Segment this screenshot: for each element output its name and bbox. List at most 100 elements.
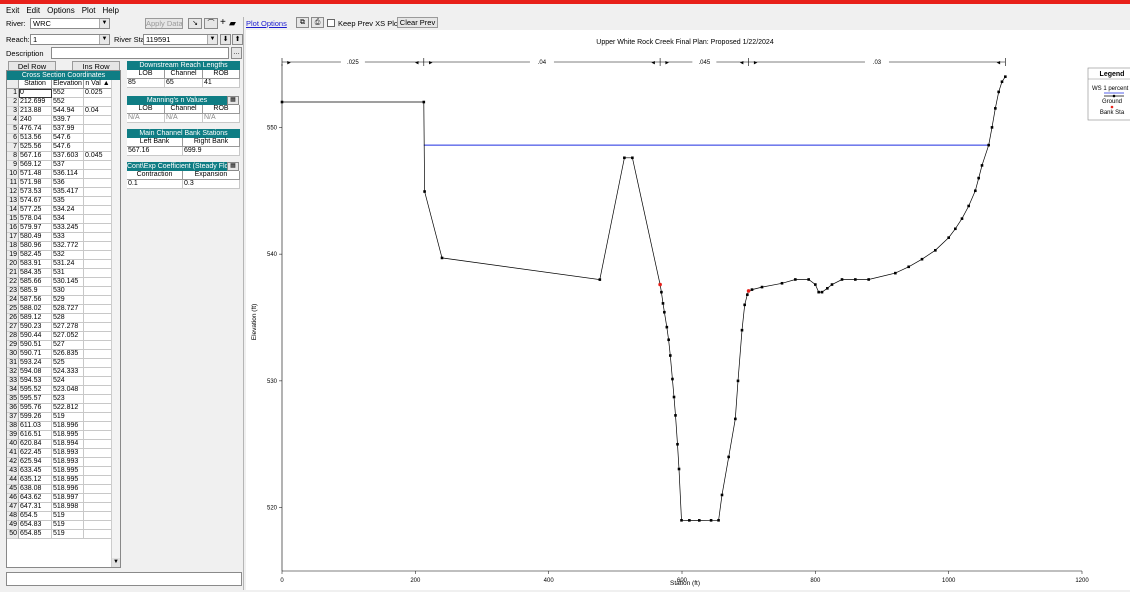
table-scrollbar[interactable]: ▼ <box>111 80 120 567</box>
elevation-cell[interactable]: 523 <box>52 395 84 404</box>
elevation-cell[interactable]: 537 <box>52 161 84 170</box>
channel-length[interactable]: 65 <box>165 79 203 88</box>
elevation-cell[interactable]: 547.6 <box>52 134 84 143</box>
elevation-cell[interactable]: 531.24 <box>52 260 84 269</box>
station-cell[interactable]: 571.98 <box>19 179 52 188</box>
station-cell[interactable]: 638.08 <box>19 485 52 494</box>
elevation-cell[interactable]: 536 <box>52 179 84 188</box>
station-cell[interactable]: 595.57 <box>19 395 52 404</box>
elevation-cell[interactable]: 518.995 <box>52 431 84 440</box>
elevation-cell[interactable]: 523.048 <box>52 386 84 395</box>
menu-edit[interactable]: Edit <box>26 5 41 15</box>
n-value-cell[interactable] <box>84 395 112 404</box>
elevation-cell[interactable]: 547.6 <box>52 143 84 152</box>
elevation-cell[interactable]: 533 <box>52 233 84 242</box>
station-cell[interactable]: 571.48 <box>19 170 52 179</box>
station-cell[interactable]: 577.25 <box>19 206 52 215</box>
n-value-cell[interactable] <box>84 278 112 287</box>
elevation-cell[interactable]: 522.812 <box>52 404 84 413</box>
n-value-cell[interactable] <box>84 260 112 269</box>
station-cell[interactable]: 583.91 <box>19 260 52 269</box>
station-cell[interactable]: 580.96 <box>19 242 52 251</box>
elevation-cell[interactable]: 533.245 <box>52 224 84 233</box>
elevation-cell[interactable]: 519 <box>52 530 84 539</box>
n-value-cell[interactable]: 0.045 <box>84 152 112 161</box>
elevation-cell[interactable]: 539.7 <box>52 116 84 125</box>
n-value-cell[interactable] <box>84 116 112 125</box>
station-cell[interactable]: 213.88 <box>19 107 52 116</box>
station-cell[interactable]: 585.9 <box>19 287 52 296</box>
elevation-cell[interactable]: 537.99 <box>52 125 84 134</box>
keep-prev-checkbox[interactable] <box>327 19 335 27</box>
arrow-down-icon[interactable]: ⬇ <box>220 34 231 45</box>
n-value-cell[interactable] <box>84 521 112 530</box>
elevation-cell[interactable]: 528.727 <box>52 305 84 314</box>
elevation-cell[interactable]: 537.603 <box>52 152 84 161</box>
n-value-cell[interactable] <box>84 170 112 179</box>
elevation-cell[interactable]: 518.993 <box>52 458 84 467</box>
elevation-cell[interactable]: 527.052 <box>52 332 84 341</box>
left-bank-field[interactable]: 567.16 <box>127 147 183 156</box>
n-value-cell[interactable] <box>84 530 112 539</box>
station-cell[interactable]: 578.04 <box>19 215 52 224</box>
elevation-cell[interactable]: 519 <box>52 521 84 530</box>
station-cell[interactable]: 513.56 <box>19 134 52 143</box>
elevation-cell[interactable]: 524.333 <box>52 368 84 377</box>
n-value-cell[interactable] <box>84 251 112 260</box>
elevation-cell[interactable]: 528 <box>52 314 84 323</box>
elevation-cell[interactable]: 518.993 <box>52 449 84 458</box>
lob-length[interactable]: 85 <box>127 79 165 88</box>
station-cell[interactable]: 595.52 <box>19 386 52 395</box>
station-cell[interactable]: 0 <box>19 89 52 98</box>
station-cell[interactable]: 647.31 <box>19 503 52 512</box>
n-value-cell[interactable] <box>84 431 112 440</box>
elevation-cell[interactable]: 518.996 <box>52 485 84 494</box>
n-value-cell[interactable] <box>84 386 112 395</box>
n-value-cell[interactable] <box>84 404 112 413</box>
n-value-cell[interactable] <box>84 188 112 197</box>
elevation-cell[interactable]: 525 <box>52 359 84 368</box>
station-cell[interactable]: 476.74 <box>19 125 52 134</box>
arrow-up-icon[interactable]: ⬆ <box>232 34 243 45</box>
elevation-cell[interactable]: 518.995 <box>52 467 84 476</box>
station-cell[interactable]: 654.83 <box>19 521 52 530</box>
plot-xs-icon[interactable]: ↘ <box>188 18 202 29</box>
expansion-field[interactable]: 0.3 <box>183 180 240 189</box>
elevation-cell[interactable]: 544.94 <box>52 107 84 116</box>
elevation-cell[interactable]: 529 <box>52 296 84 305</box>
elevation-cell[interactable]: 531 <box>52 269 84 278</box>
n-value-cell[interactable] <box>84 296 112 305</box>
station-cell[interactable]: 579.97 <box>19 224 52 233</box>
station-cell[interactable]: 582.45 <box>19 251 52 260</box>
station-cell[interactable]: 654.5 <box>19 512 52 521</box>
station-cell[interactable]: 594.08 <box>19 368 52 377</box>
elevation-cell[interactable]: 532.772 <box>52 242 84 251</box>
n-value-cell[interactable] <box>84 125 112 134</box>
station-cell[interactable]: 616.51 <box>19 431 52 440</box>
clear-prev-button[interactable]: Clear Prev <box>397 17 438 28</box>
n-value-cell[interactable] <box>84 314 112 323</box>
n-value-cell[interactable] <box>84 206 112 215</box>
n-value-cell[interactable] <box>84 143 112 152</box>
station-cell[interactable]: 622.45 <box>19 449 52 458</box>
n-value-cell[interactable] <box>84 458 112 467</box>
n-value-cell[interactable] <box>84 134 112 143</box>
n-value-cell[interactable] <box>84 359 112 368</box>
copy-icon[interactable]: ⧉ <box>296 17 309 28</box>
elevation-cell[interactable]: 518.998 <box>52 503 84 512</box>
n-value-cell[interactable] <box>84 485 112 494</box>
station-cell[interactable]: 585.66 <box>19 278 52 287</box>
right-bank-field[interactable]: 699.9 <box>183 147 240 156</box>
n-value-cell[interactable] <box>84 377 112 386</box>
edit-xs-icon[interactable]: ⌒ <box>204 18 218 29</box>
n-value-cell[interactable] <box>84 503 112 512</box>
river-select[interactable]: WRC ▼ <box>30 18 110 29</box>
station-cell[interactable]: 569.12 <box>19 161 52 170</box>
scroll-down-icon[interactable]: ▼ <box>112 558 120 567</box>
description-field[interactable] <box>51 47 229 59</box>
station-cell[interactable]: 620.84 <box>19 440 52 449</box>
station-cell[interactable]: 240 <box>19 116 52 125</box>
print-icon[interactable]: ⎙ <box>311 17 324 28</box>
menu-exit[interactable]: Exit <box>6 5 20 15</box>
n-value-cell[interactable] <box>84 305 112 314</box>
